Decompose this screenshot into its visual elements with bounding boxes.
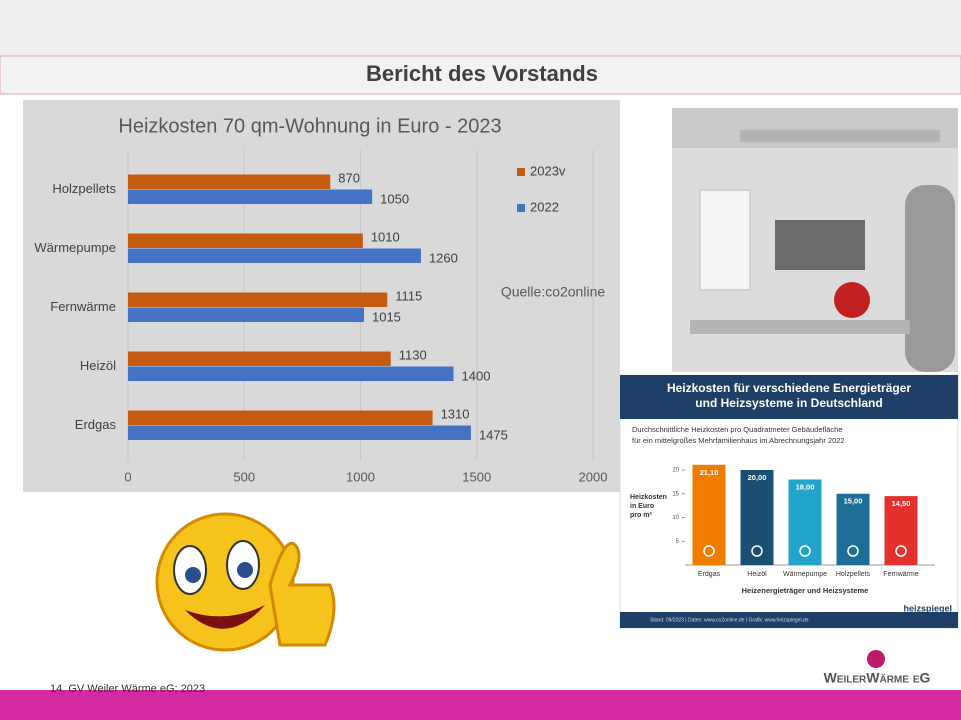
bar — [128, 174, 331, 189]
y-tick-label: 15 — [672, 491, 679, 497]
x-axis-label: Heizenergieträger und Heizsysteme — [742, 586, 869, 595]
y-tick-label: 20 — [672, 468, 679, 474]
bar — [128, 292, 388, 307]
value-label: 14,50 — [892, 499, 911, 508]
legend-label: 2023v — [530, 163, 566, 178]
y-tick-label: Erdgas — [75, 417, 117, 432]
bar — [836, 493, 870, 565]
value-label: 21,10 — [700, 468, 719, 477]
bar — [128, 189, 373, 204]
annotation: Quelle:co2online — [501, 284, 606, 300]
value-label: 20,00 — [748, 473, 767, 482]
bar — [692, 464, 726, 565]
brand: heizspiegel — [903, 603, 952, 613]
y-tick-label: Fernwärme — [50, 299, 116, 314]
value-label: 1130 — [399, 347, 427, 362]
chart-title: Heizkosten 70 qm-Wohnung in Euro - 2023 — [118, 115, 501, 137]
value-label: 1115 — [395, 288, 422, 303]
infographic-title: und Heizsysteme in Deutschland — [695, 396, 882, 410]
y-axis-label: Heizkosten — [630, 494, 667, 501]
bar — [128, 410, 433, 425]
value-label: 1475 — [479, 427, 508, 442]
bar — [740, 470, 774, 565]
bottom-band — [0, 690, 961, 720]
thumbs-up-emoji — [155, 512, 336, 652]
value-label: 1400 — [462, 368, 491, 383]
top-band — [0, 0, 961, 56]
value-label: 1015 — [372, 309, 401, 324]
legend-label: 2022 — [530, 199, 559, 214]
bar — [128, 248, 421, 263]
value-label: 15,00 — [844, 497, 863, 506]
legend-swatch — [517, 204, 525, 212]
x-tick-label: Holzpellets — [836, 571, 871, 578]
bar-icon — [847, 545, 859, 557]
x-tick-label: Erdgas — [698, 571, 721, 578]
x-tick-label: 500 — [233, 469, 255, 484]
value-label: 1010 — [371, 229, 400, 244]
bar — [128, 351, 391, 366]
value-label: 18,00 — [796, 482, 815, 491]
bar-icon — [751, 545, 763, 557]
bar — [128, 233, 363, 248]
bar-icon — [895, 545, 907, 557]
infographic-title: Heizkosten für verschiedene Energieträge… — [667, 381, 911, 395]
bar — [788, 479, 822, 565]
value-label: 1260 — [429, 250, 458, 265]
source: Stand: 09/2023 | Daten: www.co2online.de… — [650, 617, 809, 623]
y-tick-label: Holzpellets — [52, 181, 116, 196]
y-axis-label: pro m² — [630, 512, 652, 519]
x-tick-label: 0 — [124, 469, 131, 484]
value-label: 870 — [338, 170, 360, 185]
slide-title: Bericht des Vorstands — [366, 61, 598, 86]
bar — [884, 496, 918, 565]
legend-swatch — [517, 168, 525, 176]
y-tick-label: Wärmepumpe — [34, 240, 116, 255]
x-tick-label: 2000 — [579, 469, 608, 484]
title-band — [0, 55, 961, 95]
infographic-subtitle: Durchschnittliche Heizkosten pro Quadrat… — [632, 425, 843, 434]
photo — [672, 108, 958, 372]
infographic-footer — [620, 612, 958, 628]
bar — [128, 307, 364, 322]
y-tick-label: 10 — [672, 515, 679, 521]
infographic-header — [620, 375, 958, 419]
y-tick-label: Heizöl — [80, 358, 116, 373]
x-tick-label: Heizöl — [747, 571, 767, 578]
slide-footer: 14. GV Weiler Wärme eG; 2023 — [50, 683, 205, 695]
bar — [128, 366, 454, 381]
x-tick-label: Fernwärme — [883, 571, 919, 578]
x-tick-label: Wärmepumpe — [783, 571, 827, 578]
value-label: 1050 — [380, 191, 409, 206]
infographic-subtitle: für ein mittelgroßes Mehrfamilienhaus im… — [632, 436, 845, 445]
x-tick-label: 1500 — [462, 469, 491, 484]
x-tick-label: 1000 — [346, 469, 375, 484]
y-axis-label: in Euro — [630, 503, 654, 510]
value-label: 1310 — [441, 406, 470, 421]
bar — [128, 425, 471, 440]
bar-icon — [703, 545, 715, 557]
logo-text: WeilerWärme eG — [824, 670, 931, 686]
logo: WeilerWärme eG — [798, 648, 956, 688]
y-tick-label: 5 — [676, 539, 680, 545]
bar-icon — [799, 545, 811, 557]
